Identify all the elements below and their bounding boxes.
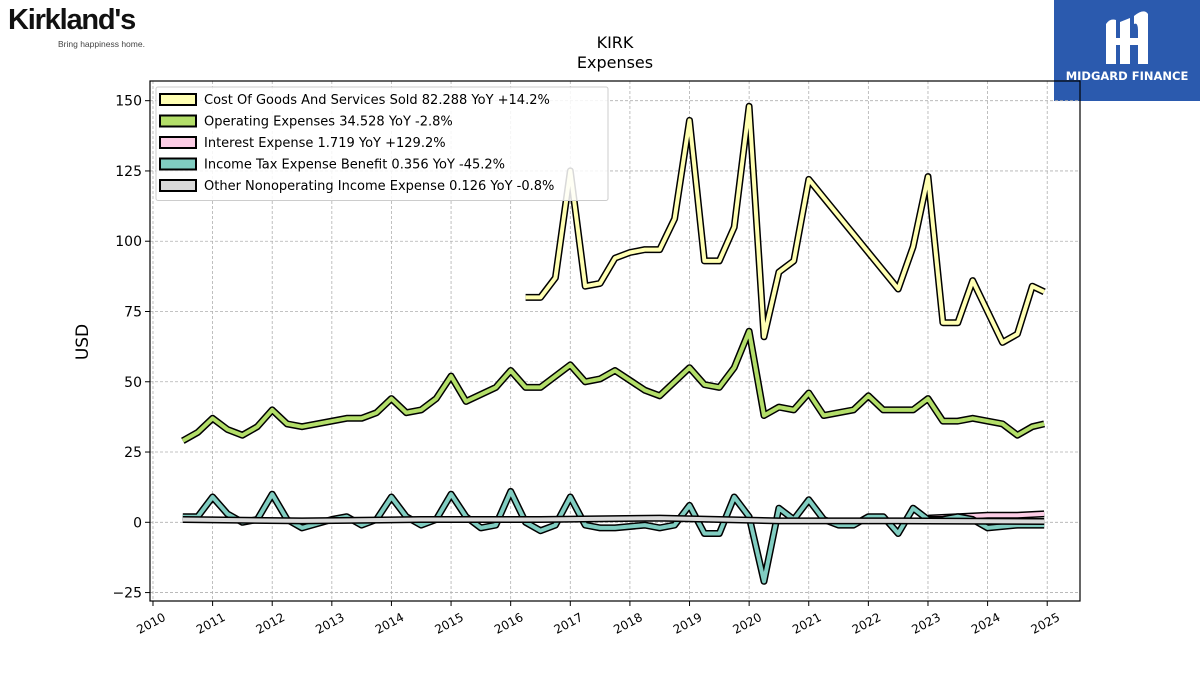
- x-tick-label: 2024: [969, 610, 1003, 637]
- legend-label: Income Tax Expense Benefit 0.356 YoY -45…: [204, 158, 505, 173]
- legend-box: [155, 86, 609, 201]
- series-line: [525, 104, 1046, 345]
- series-operating-expenses: [181, 327, 1046, 444]
- y-tick-label: 75: [124, 304, 142, 320]
- series-cost-of-goods-and-services-sold: [525, 102, 1046, 346]
- midgard-emblem-icon: [1106, 11, 1148, 64]
- legend-label: Other Nonoperating Income Expense 0.126 …: [204, 179, 554, 194]
- series-line: [182, 516, 1045, 524]
- legend: Cost Of Goods And Services Sold 82.288 Y…: [155, 86, 609, 201]
- series-layer: [181, 102, 1046, 585]
- x-tick-label: 2012: [254, 610, 288, 637]
- x-tick-label: 2015: [432, 610, 466, 637]
- logo-wordmark: Kirkland's: [8, 4, 136, 36]
- x-tick-label: 2022: [850, 610, 884, 637]
- series-line: [181, 329, 1045, 443]
- y-tick-label: 150: [115, 94, 142, 110]
- series-income-tax-expense-benefit: [182, 487, 1045, 585]
- plot-frame: [149, 80, 1081, 602]
- x-tick-label: 2023: [909, 610, 943, 637]
- series-other-nonoperating-income-expense: [182, 514, 1045, 525]
- x-tick-label: 2010: [134, 610, 168, 637]
- legend-swatch: [159, 157, 197, 171]
- x-tick-label: 2017: [552, 610, 586, 637]
- y-axis: −25 0 25 50 75 100 125 150: [112, 94, 150, 602]
- y-tick-label: 25: [124, 445, 142, 461]
- legend-swatch: [159, 179, 197, 192]
- x-tick-label: 2019: [671, 610, 705, 637]
- logo-tagline: Bring happiness home.: [58, 39, 145, 49]
- logo-right-label: MIDGARD FINANCE: [1065, 69, 1189, 83]
- y-axis-label: USD: [73, 324, 93, 360]
- legend-swatch: [159, 93, 197, 106]
- x-tick-label: 2013: [313, 610, 347, 637]
- x-axis: 2010 2011 2012 2013 2014 2015 2016 2017 2018 2019…: [134, 601, 1062, 637]
- x-tick-label: 2016: [492, 610, 526, 637]
- legend-swatch: [159, 114, 197, 128]
- x-tick-label: 2020: [730, 610, 764, 637]
- series-line: [182, 489, 1045, 584]
- legend-label: Operating Expenses 34.528 YoY -2.8%: [204, 115, 453, 130]
- legend-label: Interest Expense 1.719 YoY +129.2%: [204, 136, 446, 151]
- x-tick-label: 2014: [373, 610, 407, 637]
- legend-label: Cost Of Goods And Services Sold 82.288 Y…: [204, 93, 550, 108]
- y-tick-label: 125: [115, 164, 142, 180]
- y-tick-label: −25: [112, 586, 142, 602]
- kirklands-logo: Kirkland's Bring happiness home.: [8, 4, 168, 50]
- x-tick-label: 2011: [194, 610, 228, 637]
- x-tick-label: 2025: [1029, 610, 1063, 637]
- x-tick-label: 2018: [611, 610, 645, 637]
- legend-item: Other Nonoperating Income Expense 0.126 …: [159, 179, 554, 194]
- legend-swatch: [159, 136, 197, 149]
- midgard-finance-logo: MIDGARD FINANCE: [1054, 0, 1200, 101]
- legend-item: Interest Expense 1.719 YoY +129.2%: [159, 136, 446, 151]
- legend-item: Income Tax Expense Benefit 0.356 YoY -45…: [159, 157, 505, 173]
- y-tick-label: 0: [133, 515, 142, 531]
- chart-title: KIRK: [597, 33, 634, 52]
- x-tick-label: 2021: [790, 610, 824, 637]
- series-outline: [182, 487, 1045, 585]
- y-tick-label: 100: [115, 234, 142, 250]
- legend-item: Cost Of Goods And Services Sold 82.288 Y…: [159, 93, 550, 108]
- chart-subtitle: Expenses: [577, 53, 653, 72]
- legend-item: Operating Expenses 34.528 YoY -2.8%: [159, 114, 453, 130]
- y-tick-label: 50: [124, 375, 142, 391]
